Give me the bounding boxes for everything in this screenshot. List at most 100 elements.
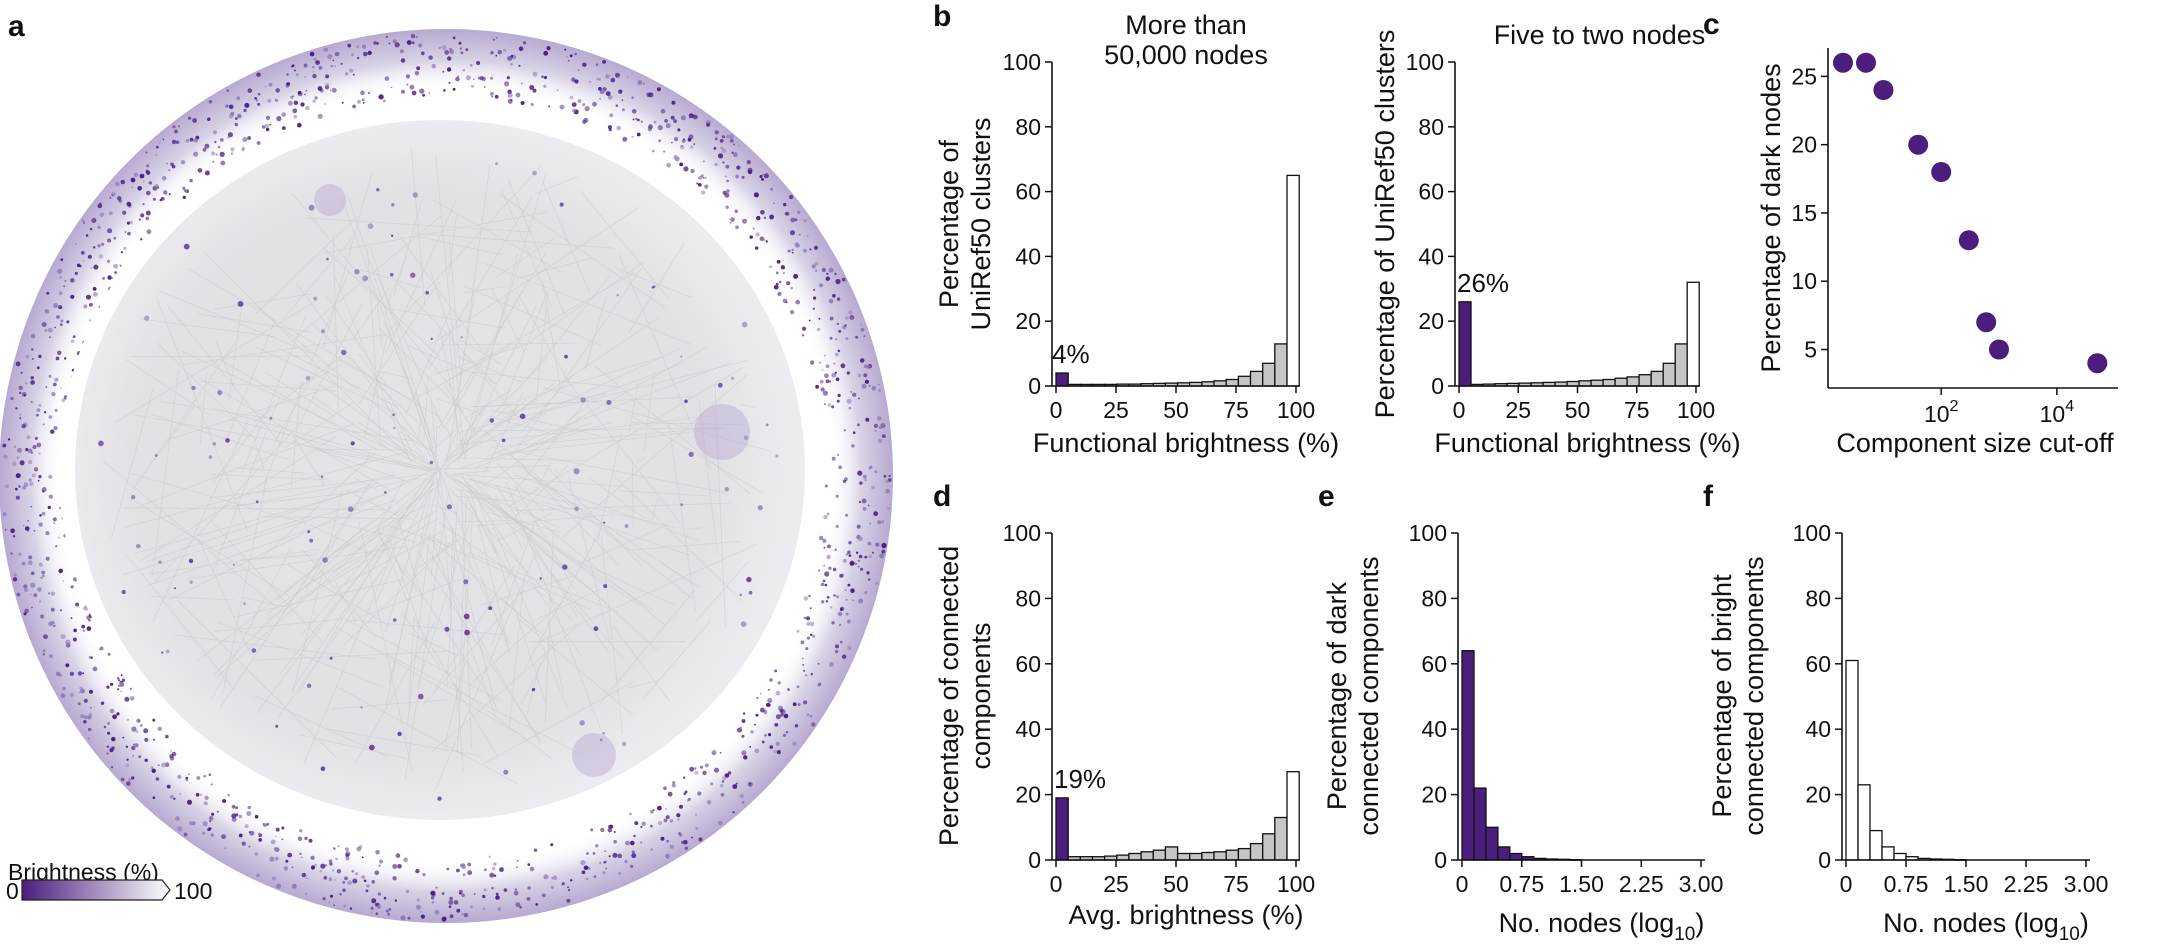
network-node bbox=[704, 763, 709, 768]
network-node bbox=[700, 174, 704, 178]
network-node bbox=[108, 211, 113, 216]
y-tick-label: 100 bbox=[1003, 49, 1041, 75]
network-node bbox=[227, 132, 233, 138]
network-node bbox=[204, 795, 209, 801]
network-node bbox=[687, 137, 692, 142]
panel-letter-f: f bbox=[1703, 480, 1714, 513]
network-node bbox=[810, 633, 813, 636]
network-node bbox=[414, 71, 420, 76]
network-node bbox=[790, 286, 793, 290]
network-node bbox=[305, 375, 311, 381]
network-node bbox=[111, 746, 115, 750]
network-node bbox=[568, 889, 571, 892]
network-node bbox=[754, 723, 756, 726]
network-edge bbox=[123, 507, 385, 510]
network-node bbox=[31, 606, 33, 609]
network-edge bbox=[445, 271, 636, 382]
network-edge bbox=[444, 399, 527, 470]
network-node bbox=[18, 485, 21, 488]
histogram-bar bbox=[1176, 852, 1191, 861]
network-node bbox=[837, 611, 843, 617]
y-tick-label: 80 bbox=[1421, 585, 1447, 611]
network-node bbox=[168, 193, 171, 196]
network-node bbox=[228, 114, 234, 119]
network-node bbox=[813, 288, 816, 291]
network-node bbox=[153, 197, 156, 201]
histogram-bar bbox=[1249, 370, 1264, 387]
network-node bbox=[142, 203, 145, 206]
network-node bbox=[255, 500, 259, 504]
x-axis-label: Functional brightness (%) bbox=[1434, 428, 1740, 458]
network-node bbox=[151, 768, 156, 773]
network-node bbox=[862, 507, 867, 511]
network-edge bbox=[489, 415, 550, 434]
network-edge bbox=[168, 469, 434, 601]
network-node bbox=[166, 784, 171, 789]
network-node bbox=[817, 682, 822, 687]
network-edge bbox=[162, 385, 336, 442]
network-node bbox=[64, 279, 67, 282]
network-node bbox=[844, 324, 847, 327]
network-edge bbox=[618, 253, 712, 471]
network-node bbox=[375, 850, 380, 855]
network-node bbox=[273, 846, 279, 852]
network-node bbox=[489, 418, 495, 423]
network-node bbox=[354, 269, 360, 275]
network-node bbox=[199, 793, 203, 797]
network-node bbox=[53, 522, 56, 524]
network-node bbox=[804, 673, 808, 677]
histogram-bar bbox=[1473, 787, 1487, 861]
network-node bbox=[429, 460, 434, 465]
x-tick-label: 25 bbox=[1505, 397, 1531, 423]
network-edge bbox=[630, 415, 765, 495]
network-node bbox=[15, 487, 18, 491]
network-edge bbox=[467, 600, 565, 687]
x-tick-label: 0 bbox=[1050, 397, 1063, 423]
x-axis-label: No. nodes (log10) bbox=[1883, 908, 2089, 945]
network-node bbox=[264, 85, 267, 88]
network-node bbox=[855, 335, 859, 339]
network-node bbox=[174, 129, 178, 134]
network-node bbox=[131, 745, 136, 751]
network-node bbox=[741, 321, 748, 328]
network-node bbox=[78, 691, 81, 694]
network-edge bbox=[519, 374, 574, 435]
y-axis-label: Percentage of dark bbox=[1322, 581, 1352, 810]
network-node bbox=[836, 297, 841, 301]
histogram-bar bbox=[1626, 376, 1640, 387]
network-edge bbox=[393, 195, 424, 296]
network-node bbox=[679, 162, 683, 167]
network-node bbox=[802, 663, 805, 666]
network-node bbox=[711, 751, 716, 756]
network-node bbox=[146, 164, 150, 168]
network-edge bbox=[438, 253, 547, 429]
network-node bbox=[857, 470, 863, 476]
network-edge bbox=[448, 329, 459, 442]
network-node bbox=[10, 528, 16, 534]
network-edge bbox=[509, 394, 591, 499]
network-node bbox=[819, 379, 824, 384]
network-edge bbox=[508, 366, 744, 508]
network-node bbox=[813, 296, 817, 300]
network-node bbox=[647, 127, 653, 132]
network-node bbox=[81, 251, 85, 255]
network-node bbox=[304, 76, 307, 79]
network-edge bbox=[568, 477, 611, 645]
network-node bbox=[50, 429, 55, 434]
network-node bbox=[724, 192, 730, 198]
network-node bbox=[70, 617, 73, 619]
network-node bbox=[90, 656, 93, 659]
network-node bbox=[850, 588, 855, 593]
network-node bbox=[680, 355, 683, 358]
network-node bbox=[777, 291, 782, 296]
network-edge bbox=[458, 172, 547, 462]
network-node bbox=[344, 876, 348, 881]
network-node bbox=[140, 213, 145, 218]
network-edge bbox=[461, 306, 537, 455]
network-node bbox=[347, 880, 352, 885]
network-node bbox=[823, 515, 828, 519]
network-node bbox=[39, 514, 42, 517]
network-node bbox=[495, 37, 498, 39]
network-node bbox=[663, 786, 667, 790]
network-edge bbox=[225, 319, 276, 441]
